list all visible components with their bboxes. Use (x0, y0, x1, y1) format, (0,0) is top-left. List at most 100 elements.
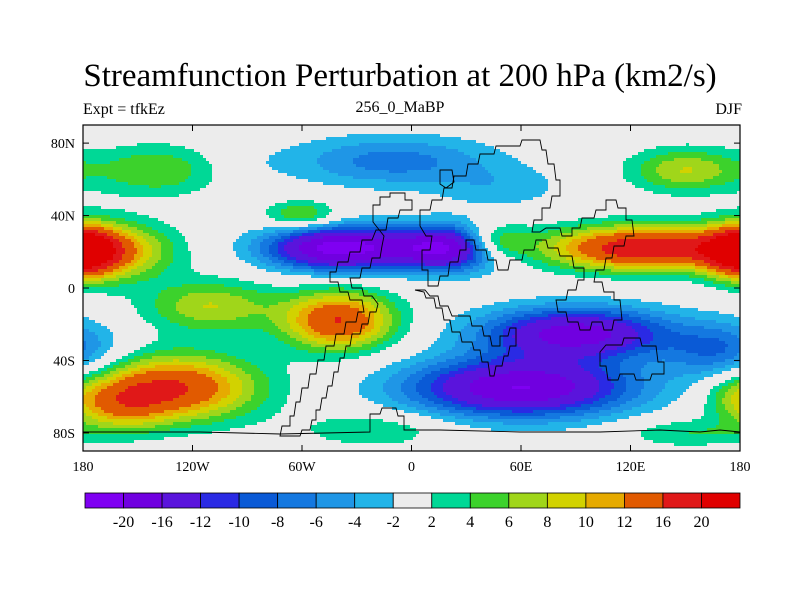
contour-cell (299, 245, 318, 249)
contour-cell (239, 278, 408, 282)
x-tick-label: 60W (288, 460, 316, 475)
contour-cell (455, 356, 477, 360)
contour-cell (359, 155, 432, 159)
contour-cell (467, 215, 609, 219)
contour-cell (701, 212, 740, 216)
contour-cell (95, 398, 117, 402)
contour-cell (179, 299, 249, 303)
contour-cell (119, 401, 162, 405)
contour-cell (146, 344, 291, 348)
contour-cell (491, 332, 504, 336)
contour-cell (83, 278, 102, 282)
contour-cell (104, 410, 165, 414)
contour-cell (170, 428, 231, 432)
contour-cell (410, 305, 483, 309)
contour-cell (623, 173, 642, 177)
contour-cell (164, 269, 195, 273)
contour-cell (179, 380, 216, 384)
contour-cell (104, 227, 114, 231)
contour-cell (689, 386, 714, 390)
contour-cell (611, 380, 627, 384)
contour-cell (500, 323, 513, 327)
contour-cell (407, 395, 423, 399)
contour-cell (488, 320, 507, 324)
contour-cell (251, 239, 264, 243)
contour-cell (101, 389, 126, 393)
contour-cell (365, 332, 378, 336)
contour-cell (476, 242, 483, 246)
colorbar-swatch (238, 492, 279, 509)
contour-cell (719, 227, 740, 231)
contour-cell (311, 140, 477, 144)
contour-cell (134, 242, 141, 246)
contour-cell (323, 152, 369, 156)
y-tick-label: 40N (51, 210, 75, 225)
contour-cell (626, 158, 651, 162)
contour-cell (650, 350, 687, 354)
contour-cell (578, 224, 615, 228)
contour-cell (611, 332, 639, 336)
contour-cell (158, 293, 189, 297)
contour-cell (248, 245, 261, 249)
contour-cell (314, 233, 456, 237)
contour-cell (533, 224, 579, 228)
contour-cell (467, 245, 474, 249)
contour-cell (713, 362, 735, 366)
contour-cell (470, 218, 579, 222)
contour-cell (446, 263, 462, 267)
contour-cell (737, 383, 740, 387)
contour-cell (728, 383, 738, 387)
contour-cell (290, 335, 303, 339)
contour-cell (269, 395, 288, 399)
contour-cell (107, 293, 159, 297)
contour-cell (158, 338, 279, 342)
contour-cell (83, 131, 740, 135)
contour-cell (401, 314, 414, 318)
contour-cell (626, 380, 645, 384)
contour-cell (176, 305, 204, 309)
contour-cell (722, 155, 740, 159)
contour-cell (716, 404, 726, 408)
contour-cell (287, 200, 315, 204)
contour-cell (83, 317, 90, 321)
contour-cell (152, 323, 180, 327)
contour-cell (704, 377, 732, 381)
contour-cell (401, 338, 438, 342)
contour-cell (110, 239, 120, 243)
contour-cell (707, 152, 740, 156)
contour-cell (284, 245, 300, 249)
contour-cell (725, 146, 740, 150)
contour-cell (293, 230, 309, 234)
contour-cell (458, 362, 480, 366)
contour-cell (491, 254, 507, 258)
contour-cell (725, 365, 740, 369)
contour-cell (455, 341, 474, 345)
contour-cell (371, 335, 384, 339)
contour-cell (134, 254, 144, 258)
colorbar-swatch (161, 492, 201, 509)
contour-cell (455, 227, 465, 231)
contour-cell (548, 422, 603, 426)
contour-cell (596, 392, 612, 396)
contour-cell (416, 353, 441, 357)
contour-cell (734, 407, 740, 411)
contour-cell (728, 344, 740, 348)
contour-cell (311, 275, 483, 279)
contour-cell (560, 344, 582, 348)
contour-cell (83, 356, 90, 360)
contour-cell (533, 167, 624, 171)
contour-cell (551, 317, 600, 321)
contour-cell (173, 422, 213, 426)
contour-cell (413, 311, 465, 315)
contour-cell (83, 152, 201, 156)
colorbar-label: 12 (616, 514, 632, 531)
contour-cell (296, 260, 309, 264)
contour-cell (383, 317, 393, 321)
contour-cell (83, 197, 453, 201)
contour-cell (527, 263, 549, 267)
contour-cell (284, 248, 300, 252)
contour-cell (83, 359, 96, 363)
contour-cell (95, 386, 108, 390)
contour-cell (149, 278, 240, 282)
contour-cell (410, 425, 471, 429)
